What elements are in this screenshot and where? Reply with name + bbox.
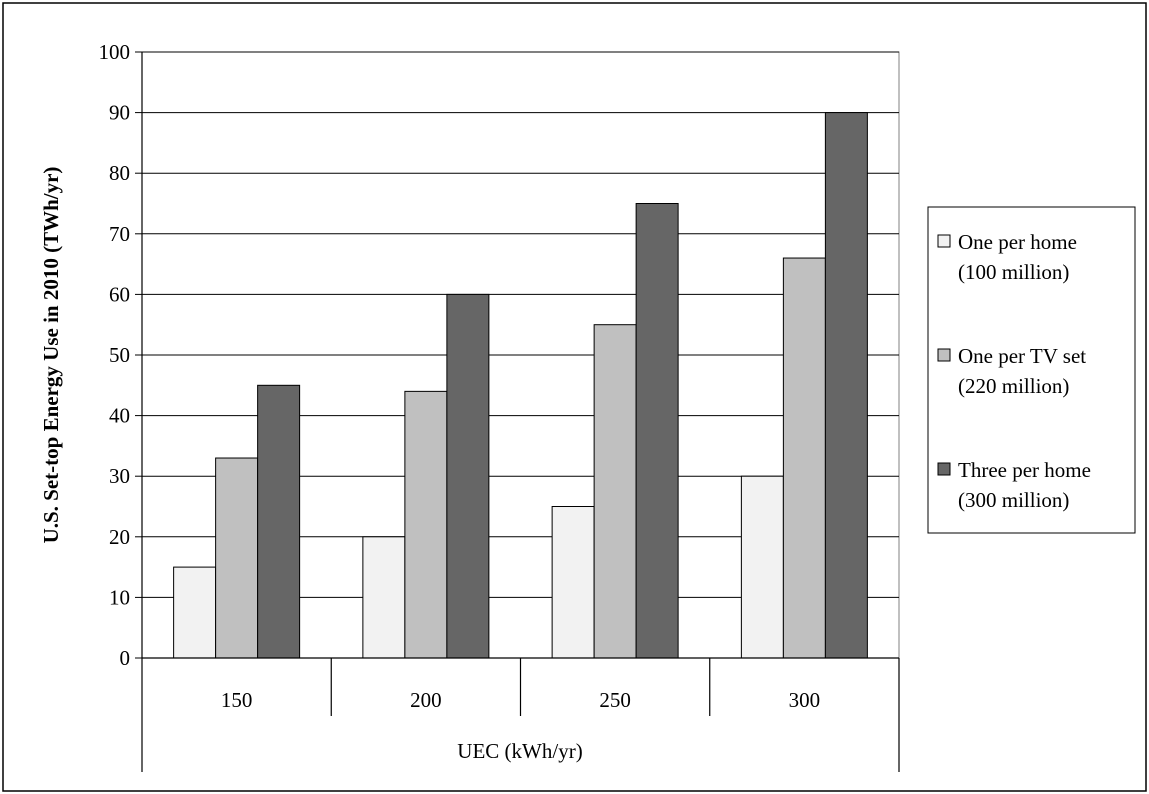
axes bbox=[141, 52, 900, 772]
bar-series3-150 bbox=[257, 384, 301, 659]
legend-label-2-line2: (220 million) bbox=[958, 374, 1069, 398]
bar-series1-300 bbox=[740, 475, 784, 659]
y-tick-label-40: 40 bbox=[109, 404, 130, 428]
x-axis-title: UEC (kWh/yr) bbox=[457, 739, 582, 763]
legend-label-2-line1: One per TV set bbox=[958, 344, 1086, 368]
y-tick-label-30: 30 bbox=[109, 464, 130, 488]
y-axis-ticks: 0 10 20 30 40 50 60 70 80 90 100 bbox=[99, 40, 142, 670]
bar-series1-200 bbox=[362, 536, 406, 659]
x-category-label-250: 250 bbox=[599, 688, 631, 712]
legend-label-1-line2: (100 million) bbox=[958, 260, 1069, 284]
y-tick-label-90: 90 bbox=[109, 101, 130, 125]
bar-series2-150 bbox=[215, 457, 259, 659]
y-tick-label-20: 20 bbox=[109, 525, 130, 549]
y-tick-label-100: 100 bbox=[99, 40, 131, 64]
legend-swatch-3 bbox=[937, 462, 951, 476]
legend-label-3-line1: Three per home bbox=[958, 458, 1091, 482]
bar-series2-300 bbox=[782, 257, 826, 659]
y-tick-label-10: 10 bbox=[109, 585, 130, 609]
y-axis-title: U.S. Set-top Energy Use in 2010 (TWh/yr) bbox=[39, 167, 63, 544]
y-tick-label-70: 70 bbox=[109, 222, 130, 246]
bar-series3-250 bbox=[635, 203, 679, 659]
bars bbox=[173, 112, 868, 659]
legend-swatch-2 bbox=[937, 348, 951, 362]
y-tick-label-60: 60 bbox=[109, 282, 130, 306]
bar-series3-200 bbox=[446, 293, 490, 659]
bar-series3-300 bbox=[824, 112, 868, 659]
x-category-label-150: 150 bbox=[221, 688, 253, 712]
bar-series1-150 bbox=[173, 566, 217, 659]
bar-series2-250 bbox=[593, 324, 637, 659]
x-axis-categories: 150 200 250 300 bbox=[221, 688, 820, 712]
x-category-label-300: 300 bbox=[789, 688, 821, 712]
y-tick-label-0: 0 bbox=[120, 646, 131, 670]
bar-series1-250 bbox=[551, 506, 595, 659]
legend: One per home (100 million) One per TV set (… bbox=[927, 206, 1136, 534]
y-tick-label-50: 50 bbox=[109, 343, 130, 367]
legend-swatch-1 bbox=[937, 234, 951, 248]
legend-label-1-line1: One per home bbox=[958, 230, 1077, 254]
legend-label-3-line2: (300 million) bbox=[958, 488, 1069, 512]
gridlines bbox=[142, 51, 899, 598]
x-category-label-200: 200 bbox=[410, 688, 442, 712]
legend-box bbox=[927, 206, 1136, 534]
bar-series2-200 bbox=[404, 390, 448, 659]
y-tick-label-80: 80 bbox=[109, 161, 130, 185]
